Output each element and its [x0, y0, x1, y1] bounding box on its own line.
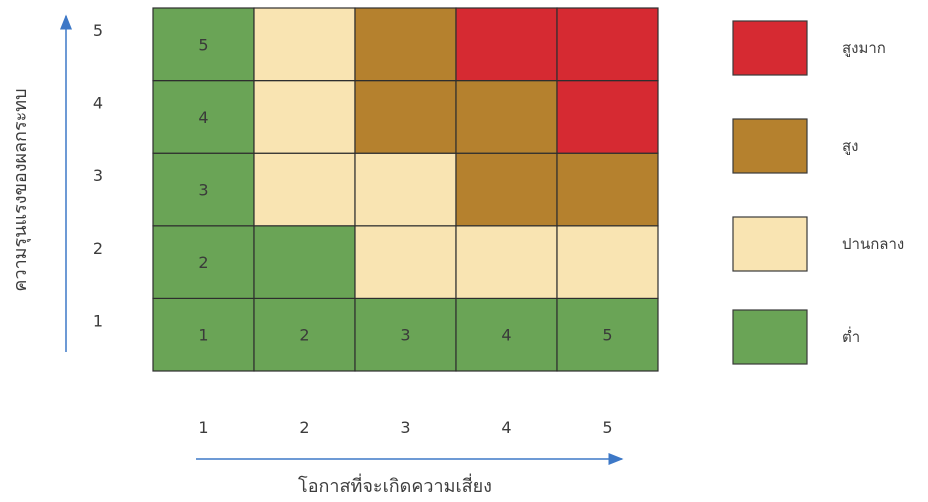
- matrix-cell-5-1: [556, 297, 659, 372]
- cell-label-1-2: 2: [198, 253, 208, 272]
- x-tick-1: 1: [198, 418, 208, 437]
- x-tick-3: 3: [400, 418, 410, 437]
- y-axis-title: ความรุนแรงของผลกระทบ: [10, 88, 31, 291]
- matrix-cell-2-2: [253, 225, 356, 300]
- matrix-cell-5-3: [556, 152, 659, 227]
- matrix-cell-4-1: [455, 297, 558, 372]
- matrix-cells: 1 2 3 4 5 2 3 4 5: [152, 7, 659, 372]
- cell-label-3-1: 3: [400, 326, 410, 345]
- legend-swatch-low: [732, 309, 808, 365]
- matrix-cell-2-5: [253, 7, 356, 82]
- y-tick-1: 1: [93, 311, 103, 330]
- legend-label-very-high: สูงมาก: [842, 39, 886, 57]
- matrix-cell-5-4: [556, 79, 659, 154]
- x-axis-ticks: 1 2 3 4 5: [198, 418, 612, 437]
- y-tick-2: 2: [93, 239, 103, 258]
- matrix-cell-5-5: [556, 7, 659, 82]
- matrix-cell-2-4: [253, 79, 356, 154]
- matrix-cell-1-5: [152, 7, 255, 82]
- matrix-cell-2-1: [253, 297, 356, 372]
- cell-label-1-3: 3: [198, 181, 208, 200]
- matrix-cell-4-5: [455, 7, 558, 82]
- x-tick-2: 2: [299, 418, 309, 437]
- cell-label-4-1: 4: [501, 326, 511, 345]
- legend-label-medium: ปานกลาง: [842, 235, 904, 253]
- matrix-cell-4-3: [455, 152, 558, 227]
- x-tick-5: 5: [602, 418, 612, 437]
- cell-label-5-1: 5: [602, 326, 612, 345]
- matrix-cell-3-2: [354, 225, 457, 300]
- legend-swatch-very-high: [732, 20, 808, 76]
- y-tick-3: 3: [93, 166, 103, 185]
- matrix-cell-5-2: [556, 225, 659, 300]
- y-axis-ticks: 1 2 3 4 5: [93, 21, 103, 330]
- cell-label-1-1: 1: [198, 326, 208, 345]
- cell-label-2-1: 2: [299, 326, 309, 345]
- y-tick-4: 4: [93, 94, 103, 113]
- matrix-cell-3-4: [354, 79, 457, 154]
- legend-label-high: สูง: [842, 137, 858, 155]
- matrix-cell-3-3: [354, 152, 457, 227]
- x-axis-title: โอกาสที่จะเกิดความเสี่ยง: [298, 473, 492, 497]
- x-tick-4: 4: [501, 418, 511, 437]
- cell-label-1-5: 5: [198, 35, 208, 54]
- matrix-cell-1-1: [152, 297, 255, 372]
- matrix-cell-3-5: [354, 7, 457, 82]
- legend-swatch-high: [732, 118, 808, 174]
- matrix-cell-1-3: [152, 152, 255, 227]
- matrix-cell-2-3: [253, 152, 356, 227]
- y-tick-5: 5: [93, 21, 103, 40]
- matrix-cell-4-2: [455, 225, 558, 300]
- matrix-cell-1-4: [152, 79, 255, 154]
- matrix-cell-4-4: [455, 79, 558, 154]
- cell-label-1-4: 4: [198, 108, 208, 127]
- legend-label-low: ต่ำ: [842, 326, 860, 346]
- legend-swatch-medium: [732, 216, 808, 272]
- matrix-cell-1-2: [152, 225, 255, 300]
